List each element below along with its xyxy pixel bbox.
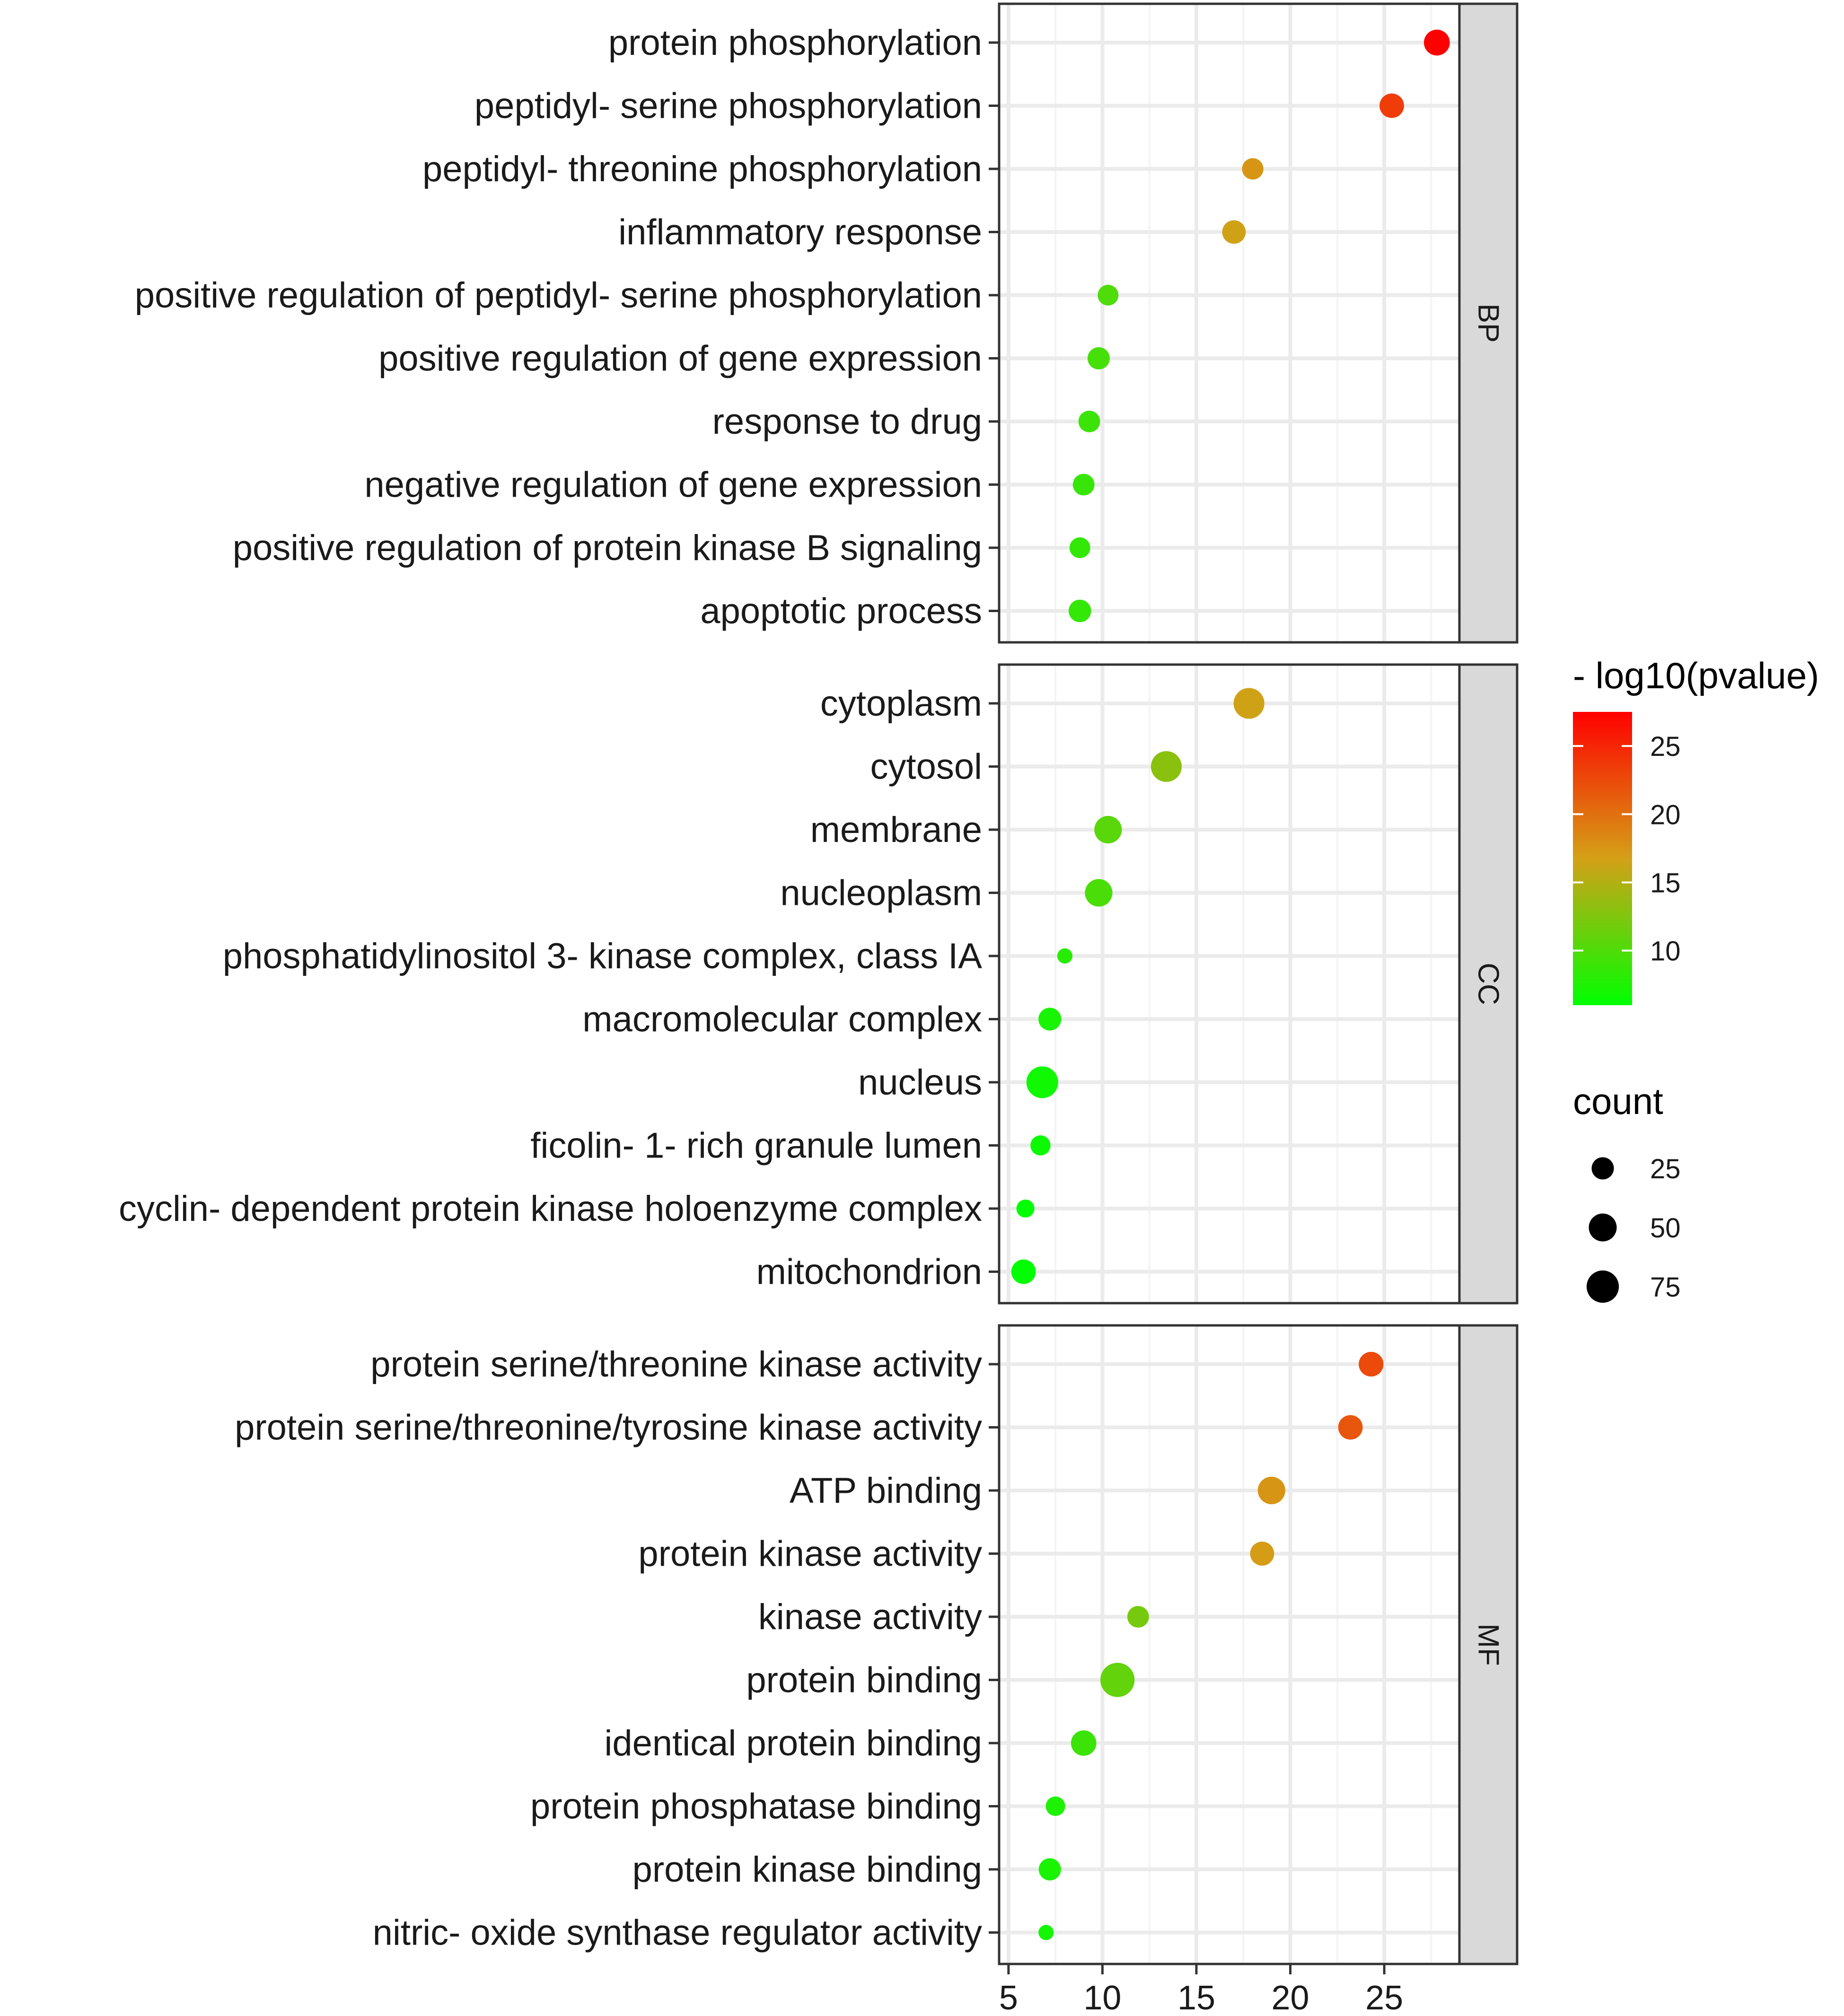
data-point xyxy=(1030,1135,1051,1156)
legends: - log10(pvalue) 10 15 20 25 count 25 50 75 xyxy=(1573,655,1819,1303)
data-point xyxy=(1068,599,1091,622)
term-label: cytosol xyxy=(870,747,982,787)
term-label: peptidyl- serine phosphorylation xyxy=(474,86,982,126)
term-label: nucleus xyxy=(858,1062,982,1103)
term-label: negative regulation of gene expression xyxy=(364,465,982,505)
term-label: nucleoplasm xyxy=(780,873,982,913)
color-legend-tick-label: 25 xyxy=(1650,731,1681,762)
term-label: protein binding xyxy=(746,1660,982,1700)
facet-strip xyxy=(1458,663,1519,1305)
term-label: protein kinase activity xyxy=(638,1534,982,1574)
term-label: nitric- oxide synthase regulator activit… xyxy=(373,1913,982,1953)
data-point xyxy=(1087,347,1110,369)
term-label: protein kinase binding xyxy=(632,1849,982,1890)
data-point xyxy=(1011,1259,1036,1284)
term-label: identical protein binding xyxy=(604,1723,982,1763)
term-label: cyclin- dependent protein kinase holoenz… xyxy=(119,1189,982,1229)
term-label: protein serine/threonine kinase activity xyxy=(370,1344,982,1385)
term-label: positive regulation of gene expression xyxy=(378,339,982,379)
x-axis: 5 10 15 20 25 xyxy=(999,1964,1403,2016)
data-point xyxy=(1094,815,1122,844)
size-legend-key xyxy=(1591,1157,1614,1180)
term-label: membrane xyxy=(810,810,982,850)
x-tick-label: 15 xyxy=(1177,1979,1215,2016)
data-point xyxy=(1026,1066,1058,1098)
data-point xyxy=(1424,29,1450,56)
size-legend-title: count xyxy=(1573,1080,1663,1122)
size-legend-key xyxy=(1589,1213,1617,1242)
color-legend-ticks: 10 15 20 25 xyxy=(1573,731,1681,967)
term-label: ficolin- 1- rich granule lumen xyxy=(530,1126,982,1166)
data-point xyxy=(1078,411,1100,432)
size-legend-key xyxy=(1586,1270,1619,1303)
term-label: apoptotic process xyxy=(700,591,982,631)
term-label: mitochondrion xyxy=(756,1252,982,1292)
data-point xyxy=(1038,1858,1061,1881)
facet-strip xyxy=(1458,2,1519,644)
term-label: kinase activity xyxy=(758,1597,982,1637)
data-point xyxy=(1250,1542,1274,1566)
term-label: inflammatory response xyxy=(618,212,982,253)
facet-strip-label: BP xyxy=(1472,304,1505,343)
data-point xyxy=(1069,537,1090,558)
term-label: ATP binding xyxy=(790,1471,982,1511)
facet-strip xyxy=(1458,1324,1519,1965)
x-tick-label: 25 xyxy=(1365,1979,1403,2016)
term-label: positive regulation of peptidyl- serine … xyxy=(135,275,982,316)
color-legend-tick-label: 20 xyxy=(1650,799,1681,830)
color-legend-title: - log10(pvalue) xyxy=(1573,655,1819,696)
facet-strip-label: CC xyxy=(1472,963,1505,1005)
data-point xyxy=(1038,1925,1054,1940)
data-point xyxy=(1072,473,1095,496)
data-point xyxy=(1016,1199,1035,1218)
facet-panels: protein phosphorylation peptidyl- serine … xyxy=(119,2,1519,1965)
facet-panel-bp: protein phosphorylation peptidyl- serine … xyxy=(135,2,1519,644)
data-point xyxy=(1100,1663,1135,1697)
data-point xyxy=(1222,220,1246,244)
data-point xyxy=(1257,1476,1285,1505)
data-point xyxy=(1150,751,1182,782)
term-label: positive regulation of protein kinase B … xyxy=(233,528,982,568)
data-point xyxy=(1359,1351,1384,1377)
size-legend-label: 50 xyxy=(1650,1213,1681,1244)
facet-panel-cc: cytoplasm cytosol membrane nucleoplasm phosp… xyxy=(119,663,1519,1305)
color-legend-bar xyxy=(1573,712,1632,1005)
data-point xyxy=(1338,1415,1363,1440)
data-point xyxy=(1038,1008,1062,1031)
x-tick-label: 10 xyxy=(1083,1979,1121,2016)
data-point xyxy=(1098,285,1119,306)
x-tick-label: 5 xyxy=(999,1979,1018,2016)
data-point xyxy=(1233,688,1264,719)
data-point xyxy=(1127,1606,1149,1628)
data-point xyxy=(1045,1796,1065,1816)
x-tick-label: 20 xyxy=(1272,1979,1309,2016)
data-point xyxy=(1057,948,1073,964)
data-point xyxy=(1379,93,1404,118)
term-label: protein serine/threonine/tyrosine kinase… xyxy=(235,1408,982,1448)
term-label: macromolecular complex xyxy=(582,999,982,1040)
term-label: response to drug xyxy=(712,402,982,442)
size-legend-items: 25 50 75 xyxy=(1586,1154,1681,1303)
size-legend-label: 75 xyxy=(1650,1272,1681,1303)
facet-strip-label: MF xyxy=(1472,1623,1505,1666)
data-point xyxy=(1085,879,1113,907)
color-legend-tick-label: 10 xyxy=(1650,936,1681,967)
size-legend-label: 25 xyxy=(1650,1154,1681,1184)
term-label: protein phosphatase binding xyxy=(530,1787,982,1827)
data-point xyxy=(1242,158,1264,180)
color-legend-tick-label: 15 xyxy=(1650,868,1681,898)
data-point xyxy=(1071,1730,1097,1756)
term-label: cytoplasm xyxy=(820,684,982,724)
term-label: phosphatidylinositol 3- kinase complex, … xyxy=(223,936,983,976)
term-label: protein phosphorylation xyxy=(608,23,982,63)
facet-panel-mf: protein serine/threonine kinase activity… xyxy=(235,1324,1519,1965)
term-label: peptidyl- threonine phosphorylation xyxy=(422,149,982,189)
